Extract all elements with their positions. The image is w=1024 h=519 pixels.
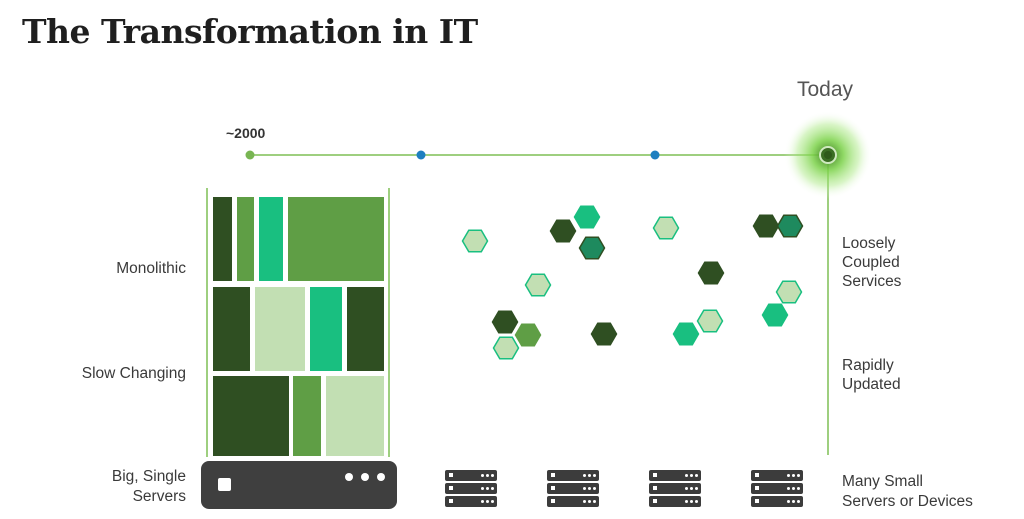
service-hexagon (524, 273, 552, 297)
server-light (377, 473, 385, 481)
server-light (361, 473, 369, 481)
timeline-dot-2 (650, 150, 660, 160)
server-rack-icon (751, 470, 803, 508)
service-hexagon (461, 229, 489, 253)
service-hexagon (761, 303, 789, 327)
monolith-segment (213, 197, 232, 281)
service-hexagon (752, 214, 780, 238)
monolith-segment (237, 197, 254, 281)
rapidly-label-line2: Updated (842, 376, 901, 393)
service-hexagon (514, 323, 542, 347)
loosely-label-line1: Loosely (842, 235, 896, 252)
server-rack-icon (445, 470, 497, 508)
many-servers-label-line2: Servers or Devices (842, 493, 973, 510)
slow-changing-label: Slow Changing (81, 365, 186, 382)
service-hexagon (549, 219, 577, 243)
server-rack-unit (547, 470, 599, 481)
server-rack-unit (445, 496, 497, 507)
service-hexagon (590, 322, 618, 346)
service-hexagon (492, 336, 520, 360)
monolith-segment (293, 376, 321, 456)
server-indicator (218, 478, 231, 491)
rapidly-label-line1: Rapidly (842, 357, 894, 374)
big-servers-label-line1: Big, Single (111, 468, 186, 485)
server-rack-unit (751, 496, 803, 507)
server-rack-icon (649, 470, 701, 508)
loosely-label-line3: Services (842, 273, 902, 290)
server-rack-unit (445, 470, 497, 481)
service-hexagon (573, 205, 601, 229)
server-rack-unit (649, 496, 701, 507)
server-rack-icon (547, 470, 599, 508)
monolith-segment (288, 197, 384, 281)
timeline-start-dot (245, 150, 255, 160)
loosely-label-line2: Coupled (842, 254, 900, 271)
big-servers-label-line2: Servers (132, 488, 186, 505)
server-rack-unit (547, 496, 599, 507)
service-hexagon (652, 216, 680, 240)
monolith-segment (347, 287, 384, 371)
many-servers-label-line1: Many Small (842, 473, 923, 490)
server-rack-unit (547, 483, 599, 494)
server-light (345, 473, 353, 481)
service-hexagon (697, 261, 725, 285)
page-title: The Transformation in IT (22, 12, 478, 51)
service-hexagon (696, 309, 724, 333)
monolith-segment (213, 287, 250, 371)
timeline-end-label: Today (797, 78, 854, 101)
monolith-segment (326, 376, 384, 456)
monolith-segment (255, 287, 305, 371)
timeline-start-label: ~2000 (226, 125, 266, 141)
server-rack-unit (751, 483, 803, 494)
timeline-dot-1 (416, 150, 426, 160)
monolith-segment (259, 197, 283, 281)
server-rack-unit (445, 483, 497, 494)
server-rack-unit (649, 483, 701, 494)
service-hexagon (672, 322, 700, 346)
monolith-segment (213, 376, 289, 456)
service-hexagon (776, 214, 804, 238)
monolithic-label: Monolithic (116, 260, 186, 277)
service-hexagon (491, 310, 519, 334)
monolith-segment (310, 287, 342, 371)
server-rack-unit (751, 470, 803, 481)
service-hexagon (775, 280, 803, 304)
server-icon (201, 461, 397, 509)
server-rack-unit (649, 470, 701, 481)
service-hexagon (578, 236, 606, 260)
